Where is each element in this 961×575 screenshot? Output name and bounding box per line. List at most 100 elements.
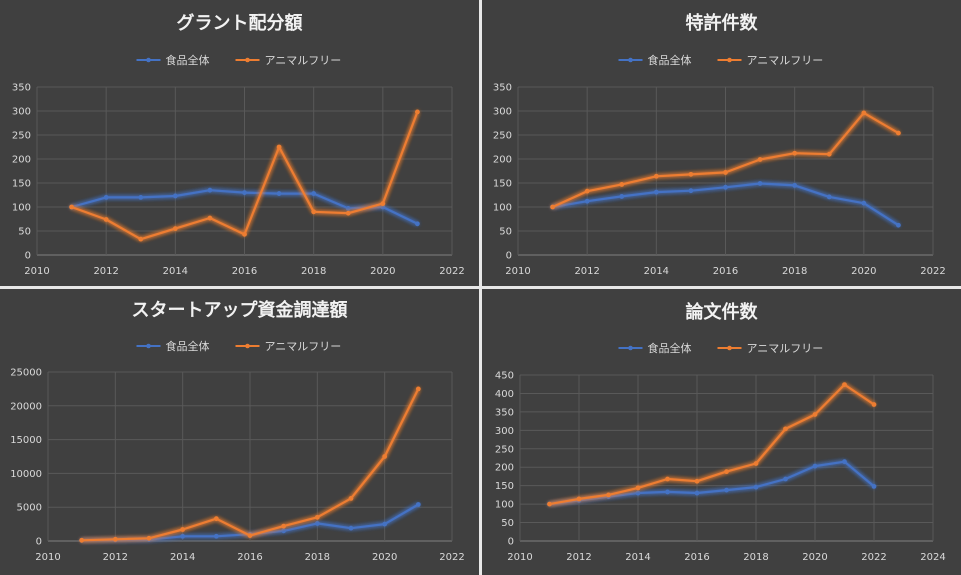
data-point-animalfree — [861, 110, 867, 116]
data-point-food — [861, 200, 867, 206]
x-tick-label: 2014 — [644, 266, 669, 277]
x-tick-label: 2018 — [782, 266, 807, 277]
series-line-food — [548, 460, 876, 506]
data-point-animalfree — [896, 130, 901, 136]
data-point-food — [688, 188, 694, 194]
data-point-animalfree — [348, 496, 354, 501]
data-point-food — [619, 194, 625, 199]
y-tick-label: 150 — [495, 481, 514, 492]
data-point-food — [753, 484, 759, 490]
data-point-animalfree — [281, 523, 287, 529]
data-point-animalfree — [606, 492, 611, 498]
data-point-food — [213, 533, 219, 539]
data-point-food — [348, 525, 354, 531]
data-point-animalfree — [172, 226, 178, 232]
data-point-animalfree — [584, 188, 590, 194]
data-point-animalfree — [311, 209, 317, 215]
x-tick-label: 2016 — [232, 266, 257, 277]
data-point-animalfree — [69, 204, 74, 210]
data-point-animalfree — [723, 170, 728, 175]
y-tick-label: 100 — [12, 203, 31, 214]
x-tick-label: 2014 — [170, 552, 195, 563]
x-tick-label: 2012 — [93, 266, 118, 277]
y-tick-label: 50 — [18, 227, 31, 238]
data-point-food — [653, 189, 659, 195]
data-point-food — [415, 502, 421, 507]
data-point-animalfree — [345, 210, 351, 216]
y-tick-label: 200 — [495, 463, 514, 474]
legend-label-animalfree: アニマルフリー — [747, 54, 824, 67]
data-point-animalfree — [380, 201, 386, 207]
y-tick-label: 350 — [495, 407, 514, 418]
y-tick-label: 150 — [493, 179, 512, 190]
x-tick-label: 2020 — [851, 266, 876, 277]
chart-title: 特許件数 — [686, 12, 759, 34]
y-tick-label: 150 — [12, 179, 31, 190]
legend-label-food: 食品全体 — [166, 339, 210, 353]
data-point-food — [842, 459, 847, 465]
legend-marker-animalfree — [245, 343, 250, 349]
x-tick-label: 2010 — [24, 266, 49, 277]
data-point-food — [665, 489, 670, 495]
x-tick-label: 2022 — [439, 266, 464, 277]
x-tick-label: 2018 — [301, 266, 326, 277]
x-tick-label: 2014 — [163, 266, 188, 277]
x-tick-label: 2024 — [920, 552, 945, 563]
legend-label-animalfree: アニマルフリー — [265, 340, 342, 353]
data-point-food — [281, 528, 287, 534]
data-point-food — [635, 490, 641, 496]
data-point-animalfree — [619, 182, 625, 187]
y-tick-label: 0 — [508, 537, 514, 548]
data-point-food — [694, 490, 700, 496]
data-point-food — [103, 195, 109, 200]
chart-title: グラント配分額 — [177, 12, 303, 34]
data-point-food — [207, 187, 213, 193]
x-tick-label: 2018 — [743, 552, 768, 563]
x-tick-label: 2012 — [103, 552, 128, 563]
y-tick-label: 300 — [493, 107, 512, 118]
data-point-animalfree — [276, 144, 282, 150]
y-tick-label: 250 — [495, 444, 514, 455]
data-point-food — [415, 221, 420, 227]
data-point-food — [138, 195, 144, 200]
x-tick-label: 2010 — [35, 552, 60, 563]
legend-label-food: 食品全体 — [166, 53, 210, 67]
data-point-animalfree — [382, 454, 388, 459]
x-tick-label: 2010 — [507, 552, 532, 563]
legend-label-animalfree: アニマルフリー — [747, 342, 824, 355]
x-tick-label: 2016 — [713, 266, 738, 277]
y-tick-label: 200 — [493, 155, 512, 166]
chart-panel-patent: 特許件数 食品全体 アニマルフリー 0 50 100 150 200 250 300 350 2010… — [482, 0, 961, 286]
data-point-animalfree — [812, 412, 818, 417]
y-tick-label: 50 — [499, 227, 512, 238]
data-point-food — [871, 484, 877, 489]
data-point-animalfree — [688, 171, 694, 177]
y-tick-label: 350 — [493, 83, 512, 94]
x-tick-label: 2012 — [566, 552, 591, 563]
data-point-food — [276, 191, 282, 196]
data-point-animalfree — [653, 173, 659, 179]
y-tick-label: 0 — [25, 251, 31, 262]
y-tick-label: 250 — [493, 131, 512, 142]
chart-panel-paper: 論文件数 食品全体 アニマルフリー 0 50 100 150 200 250 300 350 400 4… — [482, 289, 961, 575]
x-tick-label: 2010 — [505, 266, 530, 277]
data-point-food — [242, 190, 247, 196]
x-tick-label: 2020 — [802, 552, 827, 563]
legend-marker-food — [628, 57, 633, 63]
data-point-animalfree — [665, 476, 670, 482]
data-point-food — [724, 487, 729, 493]
chart-panel-funding: スタートアップ資金調達額 食品全体 アニマルフリー 0 5000 10000 15000 20… — [0, 289, 479, 575]
y-tick-label: 10000 — [10, 469, 42, 480]
x-tick-label: 2022 — [920, 266, 945, 277]
data-point-animalfree — [792, 150, 798, 156]
data-point-food — [783, 476, 788, 482]
legend-marker-food — [146, 57, 151, 63]
data-point-food — [812, 463, 818, 469]
y-tick-label: 50 — [501, 518, 514, 529]
data-point-food — [345, 206, 351, 211]
data-point-animalfree — [783, 426, 788, 432]
data-point-animalfree — [242, 231, 247, 237]
x-tick-label: 2014 — [625, 552, 650, 563]
